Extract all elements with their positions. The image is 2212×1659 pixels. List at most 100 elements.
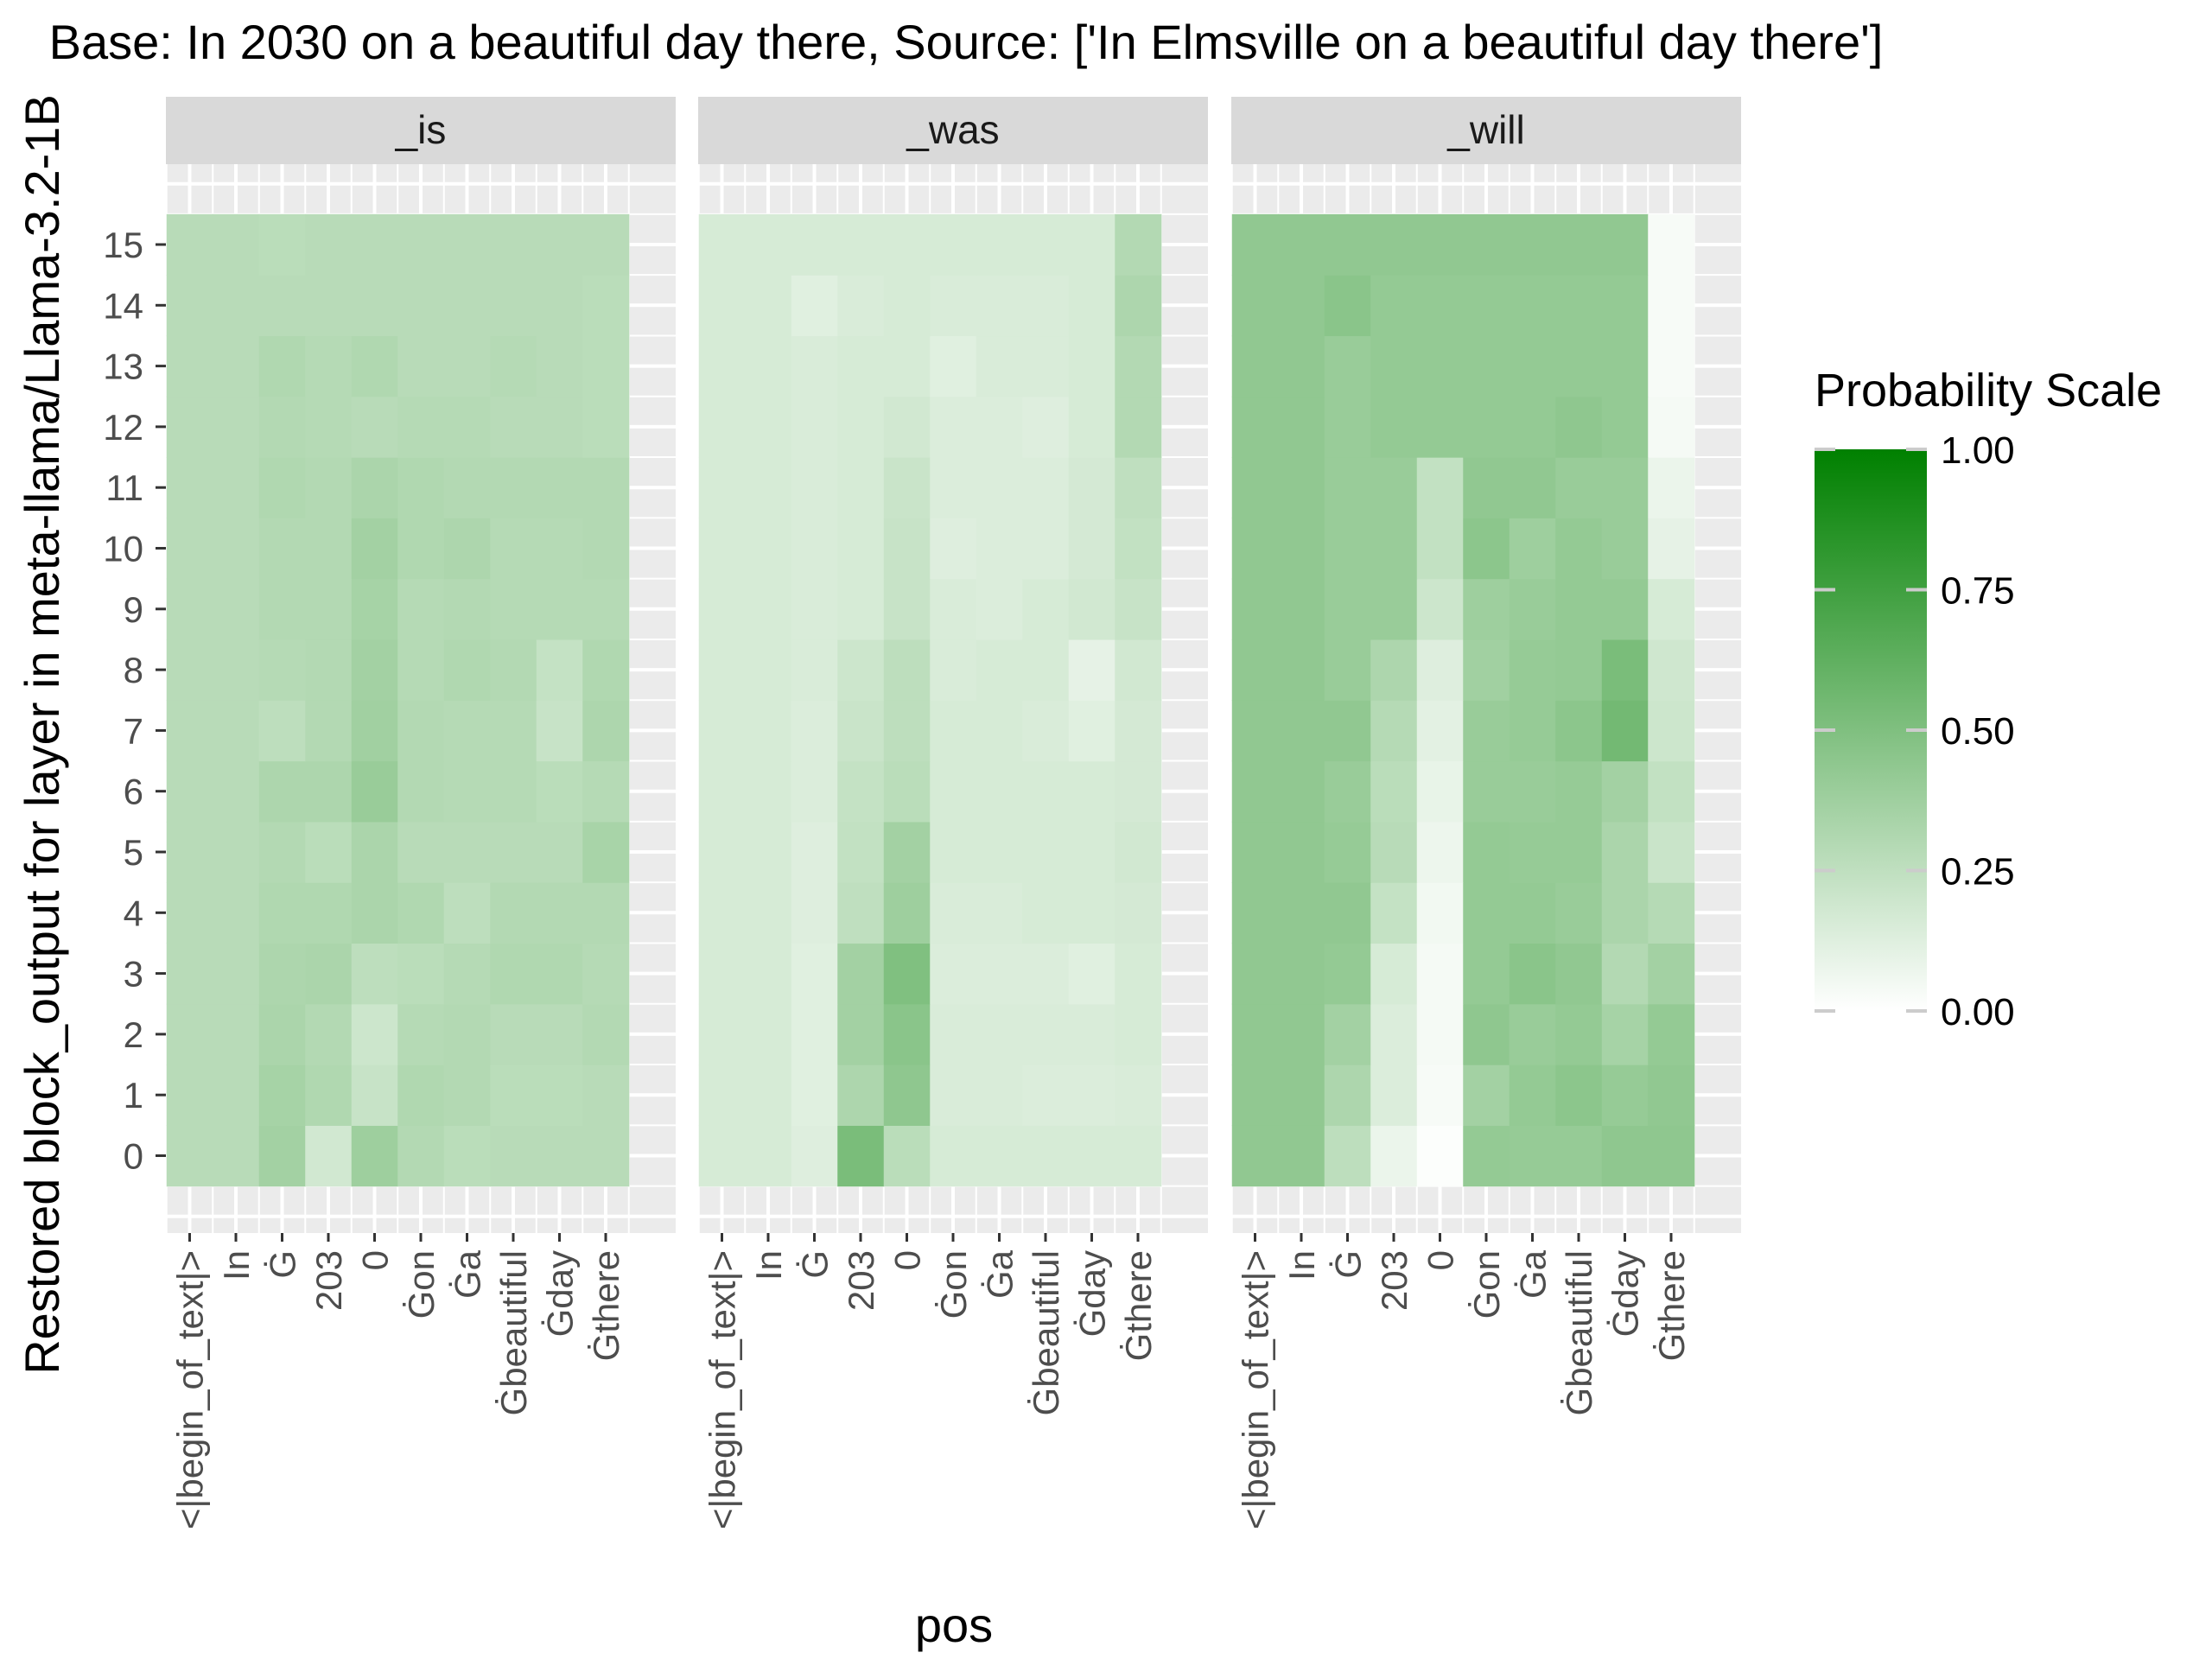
heatmap-cell [1022, 639, 1070, 701]
heatmap-cell [837, 760, 885, 823]
heatmap-cell [582, 821, 630, 883]
heatmap-cell [582, 639, 630, 701]
heatmap-cell [883, 518, 931, 580]
heatmap-cell [1555, 518, 1603, 580]
heatmap-cell [305, 335, 353, 397]
heatmap-cell [930, 396, 977, 458]
heatmap-cell [1068, 821, 1116, 883]
heatmap-cell [745, 335, 792, 397]
heatmap-cell [698, 275, 746, 337]
heatmap-cell [1555, 1065, 1603, 1126]
heatmap-cell [258, 518, 306, 580]
heatmap-cell [351, 882, 398, 944]
heatmap-cell [1115, 213, 1162, 276]
facet-panel: _is <|begin_of_text|> In Ġ 203 0 Ġon Ġa Ġbeautif… [165, 97, 676, 1529]
heatmap-cell [1022, 1125, 1070, 1187]
heatmap-cell [351, 275, 398, 337]
heatmap-cell [791, 518, 838, 580]
heatmap-cell [1324, 943, 1371, 1005]
heatmap-cell [490, 1065, 537, 1126]
heatmap-cell [213, 457, 260, 518]
heatmap-cell [1115, 457, 1162, 518]
heatmap-cell [837, 1065, 885, 1126]
heatmap-cell [582, 335, 630, 397]
heatmap-cell [1416, 213, 1464, 276]
heatmap-cell [490, 700, 537, 762]
heatmap-cell [976, 639, 1023, 701]
heatmap-cell [745, 639, 792, 701]
heatmap-cell [698, 1003, 746, 1065]
heatmap-cell [443, 1003, 491, 1065]
heatmap-cell [1509, 1003, 1556, 1065]
heatmap-cell [351, 821, 398, 883]
heatmap-cell [397, 639, 445, 701]
heatmap-cell [1601, 275, 1649, 337]
heatmap-cell [1555, 578, 1603, 640]
heatmap-cell [1068, 518, 1116, 580]
heatmap-cell [582, 396, 630, 458]
heatmap-cell [930, 1003, 977, 1065]
heatmap-cell [166, 821, 213, 883]
heatmap-cell [1601, 760, 1649, 823]
heatmap-cell [1068, 335, 1116, 397]
heatmap-cell [698, 700, 746, 762]
heatmap-cell [1370, 821, 1418, 883]
heatmap-cell [166, 1065, 213, 1126]
x-axis-title: pos [915, 1598, 993, 1652]
heatmap-cell [837, 639, 885, 701]
heatmap-cell [443, 639, 491, 701]
heatmap-cell [745, 396, 792, 458]
heatmap-cell [976, 760, 1023, 823]
heatmap-cell [1416, 639, 1464, 701]
heatmap-cell [1509, 335, 1556, 397]
heatmap-cell [930, 882, 977, 944]
heatmap-cell [791, 882, 838, 944]
heatmap-cell [1324, 578, 1371, 640]
heatmap-cell [1324, 457, 1371, 518]
heatmap-cell [976, 518, 1023, 580]
heatmap-cell [351, 760, 398, 823]
heatmap-cell [305, 639, 353, 701]
heatmap-cell [443, 213, 491, 276]
heatmap-cell [536, 396, 583, 458]
x-tick-label: 0 [887, 1250, 928, 1270]
heatmap-cell [1231, 518, 1279, 580]
heatmap-cell [1648, 760, 1695, 823]
x-tick-label: 0 [1421, 1250, 1461, 1270]
heatmap-cell [1648, 518, 1695, 580]
heatmap-cell [258, 1125, 306, 1187]
heatmap-cell [1324, 213, 1371, 276]
heatmap-cell [1463, 1125, 1510, 1187]
heatmap-cell [976, 275, 1023, 337]
heatmap-cell [397, 578, 445, 640]
heatmap-cell [837, 396, 885, 458]
heatmap-cell [443, 275, 491, 337]
heatmap-cell [1068, 457, 1116, 518]
heatmap-cell [1115, 1065, 1162, 1126]
heatmap-cell [536, 1125, 583, 1187]
heatmap-cell [1416, 275, 1464, 337]
heatmap-cell [1022, 943, 1070, 1005]
heatmap-cell [837, 821, 885, 883]
heatmap-cell [791, 760, 838, 823]
heatmap-cell [166, 639, 213, 701]
heatmap-cell [1416, 821, 1464, 883]
heatmap-cell [1509, 821, 1556, 883]
heatmap-cell [1231, 639, 1279, 701]
heatmap-cell [582, 578, 630, 640]
heatmap-cell [1509, 639, 1556, 701]
heatmap-cell [1068, 275, 1116, 337]
heatmap-cell [397, 396, 445, 458]
x-tick-label: Ġ [263, 1250, 303, 1279]
heatmap-cell [1648, 396, 1695, 458]
heatmap-cell [1022, 882, 1070, 944]
heatmap-cell [976, 1125, 1023, 1187]
heatmap-cell [1601, 943, 1649, 1005]
heatmap-cell [213, 213, 260, 276]
x-tick-label: <|begin_of_text|> [170, 1250, 211, 1529]
heatmap-cell [258, 821, 306, 883]
heatmap-cell [1068, 639, 1116, 701]
facet-strip-label: _is [395, 107, 447, 152]
x-tick-label: Ġ [795, 1250, 836, 1279]
heatmap-cell [1509, 518, 1556, 580]
